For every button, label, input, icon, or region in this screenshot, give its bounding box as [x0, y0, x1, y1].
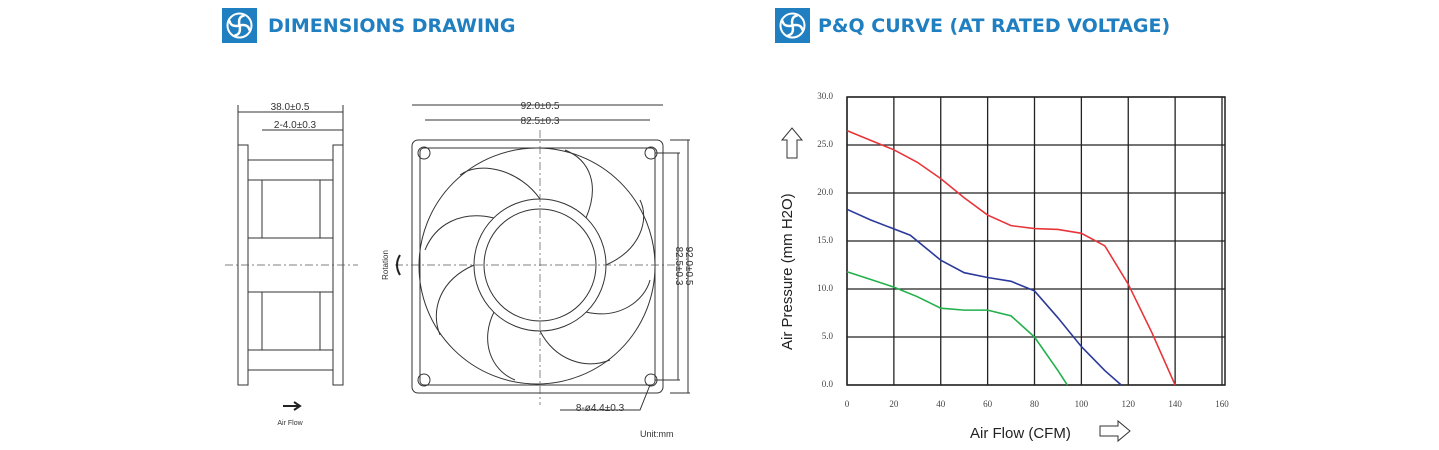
x-tick-label: 40 [936, 399, 946, 409]
y-axis-label: Air Pressure (mm H2O) [779, 193, 796, 350]
y-tick-label: 20.0 [817, 187, 833, 197]
x-tick-label: 0 [845, 399, 850, 409]
rotation-label: Rotation [381, 250, 390, 280]
front-view [395, 104, 690, 411]
dimension-label: 38.0±0.5 [271, 102, 310, 113]
unit-label: Unit:mm [640, 429, 674, 439]
dimension-label: 8-ø4.4±0.3 [576, 403, 625, 414]
y-tick-label: 30.0 [817, 91, 833, 101]
x-tick-label: 100 [1075, 399, 1089, 409]
series-line [846, 208, 1122, 386]
fan-icon [775, 8, 810, 43]
y-tick-label: 5.0 [822, 331, 834, 341]
dimension-label: 2-4.0±0.3 [274, 120, 317, 131]
axis-arrow [780, 127, 804, 159]
x-tick-label: 120 [1122, 399, 1136, 409]
x-tick-label: 60 [983, 399, 993, 409]
x-tick-label: 20 [889, 399, 899, 409]
y-tick-label: 10.0 [817, 283, 833, 293]
x-axis-label: Air Flow (CFM) [970, 425, 1071, 442]
y-tick-label: 15.0 [817, 235, 833, 245]
x-tick-label: 140 [1168, 399, 1182, 409]
axis-arrow [1099, 419, 1131, 443]
dimension-label: 82.5±0.3 [521, 116, 560, 127]
y-tick-label: 25.0 [817, 139, 833, 149]
x-tick-label: 160 [1215, 399, 1229, 409]
dimension-label: 92.0±0.5 [521, 101, 560, 112]
series-line [846, 129, 1176, 386]
section-title: DIMENSIONS DRAWING [268, 15, 516, 37]
series-line [846, 270, 1068, 386]
fan-icon [222, 8, 257, 43]
x-tick-label: 80 [1030, 399, 1040, 409]
dimension-label: 92.0±0.5 [683, 247, 694, 286]
side-view [225, 105, 358, 411]
chart-title: P&Q CURVE (AT RATED VOLTAGE) [818, 15, 1170, 37]
dimension-label: 82.5±0.3 [673, 247, 684, 286]
air-flow-label: Air Flow [277, 420, 303, 427]
y-tick-label: 0.0 [822, 379, 834, 389]
